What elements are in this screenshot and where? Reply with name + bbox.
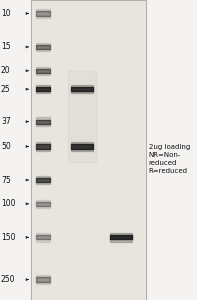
Text: 20: 20 — [1, 66, 11, 75]
Text: 50: 50 — [1, 142, 11, 151]
Bar — [31, 0, 146, 300]
Text: 10: 10 — [1, 9, 11, 18]
Text: 37: 37 — [1, 117, 11, 126]
Text: 2ug loading
NR=Non-
reduced
R=reduced: 2ug loading NR=Non- reduced R=reduced — [149, 144, 190, 174]
Text: 250: 250 — [1, 275, 16, 284]
Text: 15: 15 — [1, 43, 11, 52]
Text: 25: 25 — [1, 85, 11, 94]
Text: 75: 75 — [1, 176, 11, 184]
Text: 100: 100 — [1, 199, 16, 208]
Text: 150: 150 — [1, 233, 16, 242]
